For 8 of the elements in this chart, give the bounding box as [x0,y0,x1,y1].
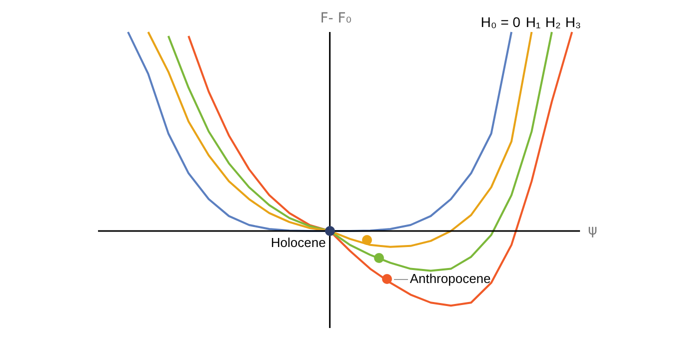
x-axis-title: ψ [588,222,598,239]
series-label: H₃ [565,14,581,30]
series-label: H₂ [545,14,561,30]
y-axis-title: F- F₀ [320,10,352,27]
series-label: H₁ [526,14,541,30]
annotation: Anthropocene [410,270,491,286]
series-label: H₀ = 0 [480,14,521,30]
annotation: Holocene [270,234,326,250]
